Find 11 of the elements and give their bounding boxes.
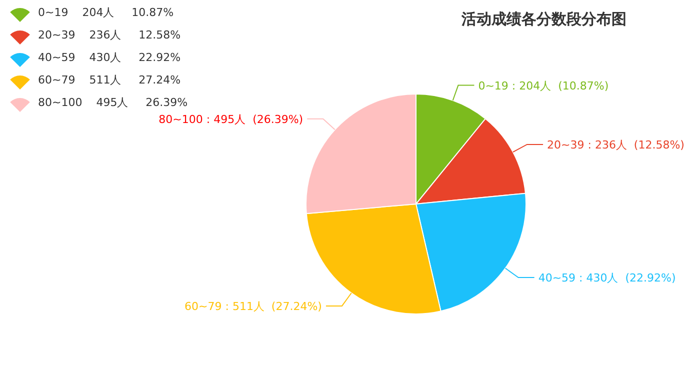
legend-label: 20~39 236人 12.58% [38, 28, 181, 42]
legend-label: 80~100 495人 26.39% [38, 96, 188, 109]
data-label: 40~59 : 430人 (22.92%) [538, 272, 676, 285]
data-label: 60~79 : 511人 (27.24%) [184, 300, 322, 313]
data-label: 0~19 : 204人 (10.87%) [478, 79, 609, 92]
data-label: 20~39 : 236人 (12.58%) [547, 138, 684, 152]
data-label: 80~100 : 495人 (26.39%) [158, 112, 304, 126]
legend-label: 60~79 511人 27.24% [38, 74, 181, 86]
legend-label: 0~19 204人 10.87% [38, 6, 174, 19]
legend-label: 40~59 430人 22.92% [38, 51, 181, 64]
chart-title: 活动成绩各分数段分布图 [460, 10, 626, 28]
